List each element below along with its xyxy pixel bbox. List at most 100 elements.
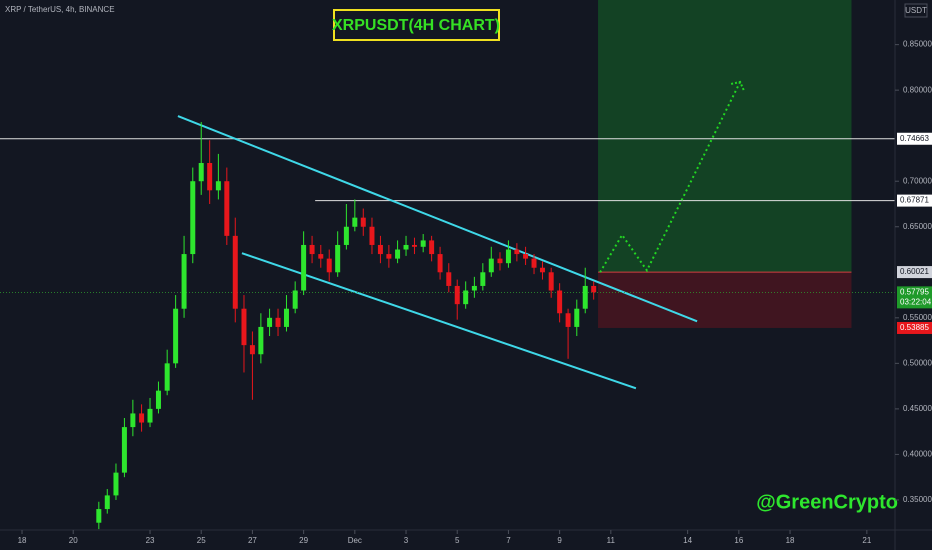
candle-body [480,272,486,286]
level-label: 0.67871 [900,196,929,205]
candle-body [113,472,119,496]
candle-body [147,408,153,423]
y-tick-label: 0.40000 [903,450,932,459]
projection-arrowhead [730,80,746,92]
candle-body [548,272,554,291]
candle-body [454,285,460,305]
candle-body [420,240,426,247]
candle-body [292,290,298,309]
chart-title: XRPUSDT(4H CHART) [332,17,500,34]
symbol-info: XRP / TetherUS, 4h, BINANCE [5,5,115,14]
plot-area [0,0,895,530]
candle-body [377,244,383,255]
y-tick-label: 0.55000 [903,313,932,322]
currency-box [904,3,928,18]
candle-body [582,285,588,309]
candle-body [497,258,503,264]
x-tick-label: 11 [607,536,616,545]
x-tick-label: 14 [683,536,692,545]
candle-body [557,290,563,314]
y-tick-label: 0.65000 [903,222,932,231]
x-tick-label: 27 [248,536,257,545]
candle-body [446,272,452,286]
candle-body [591,285,597,293]
x-tick-label: 21 [862,536,871,545]
watermark: @GreenCrypto [756,491,898,513]
stop-label-box [897,321,932,334]
x-tick-label: 18 [786,536,795,545]
y-tick-label: 0.35000 [903,495,932,504]
candle-body [531,258,537,268]
y-tick-label: 0.85000 [903,40,932,49]
candle-body [386,254,392,259]
candle-body [488,258,494,273]
candle-body [395,249,401,259]
candle-body [523,254,529,259]
candle-body [173,308,179,364]
candle-body [215,181,221,191]
candle-body [463,290,469,305]
candle-body [514,249,520,255]
candle-body [471,285,477,291]
x-tick-label: 20 [69,536,78,545]
x-tick-label: 29 [299,536,308,545]
candle-body [318,254,324,259]
candle-body [403,244,409,250]
candle-body [96,509,102,523]
candle-body [411,244,417,247]
trendline [177,115,698,323]
candle-body [574,308,580,327]
candle-body [437,254,443,273]
candle-body [164,363,170,391]
stop-label: 0.53885 [900,323,929,332]
candle-body [155,390,161,409]
last-price-box [897,286,932,309]
candle-body [267,317,273,327]
candle-body [249,345,255,355]
candle-body [275,317,281,327]
candle-body [224,181,230,236]
candle-body [258,326,264,355]
y-tick-label: 0.80000 [903,85,932,94]
candle-body [198,163,204,182]
candle-body [121,427,127,473]
x-tick-label: 5 [455,536,460,545]
candle-body [181,254,187,309]
candle-body [283,308,289,327]
candle-body [539,267,545,273]
candle-body [505,249,511,264]
last-price-label: 0.57795 [900,287,929,296]
candle-body [309,244,315,255]
countdown-label: 03:22:04 [900,297,932,306]
x-tick-label: 9 [557,536,562,545]
candle-body [104,495,110,510]
entry-label-box [897,266,932,279]
candle-body [343,226,349,245]
candle-body [207,163,213,191]
stop-zone [598,272,852,328]
entry-label: 0.60021 [900,267,929,276]
y-tick-label: 0.50000 [903,358,932,367]
candle-body [301,244,307,291]
currency: USDT [905,6,927,15]
level-label-box [897,194,932,207]
level-label: 0.74663 [900,134,929,143]
y-tick-label: 0.45000 [903,404,932,413]
candle-body [241,308,247,346]
x-tick-label: 25 [197,536,206,545]
x-tick-label: 7 [506,536,511,545]
projection-path [599,81,742,273]
candle-body [369,226,375,245]
candle-body [360,217,366,227]
candle-body [565,313,571,327]
candle-body [429,240,435,255]
x-tick-label: 23 [146,536,155,545]
x-tick-label: 16 [734,536,743,545]
target-zone [598,0,852,273]
candle-body [190,181,196,255]
y-tick-label: 0.70000 [903,176,932,185]
level-label-box [897,132,932,145]
title-box [333,9,500,41]
